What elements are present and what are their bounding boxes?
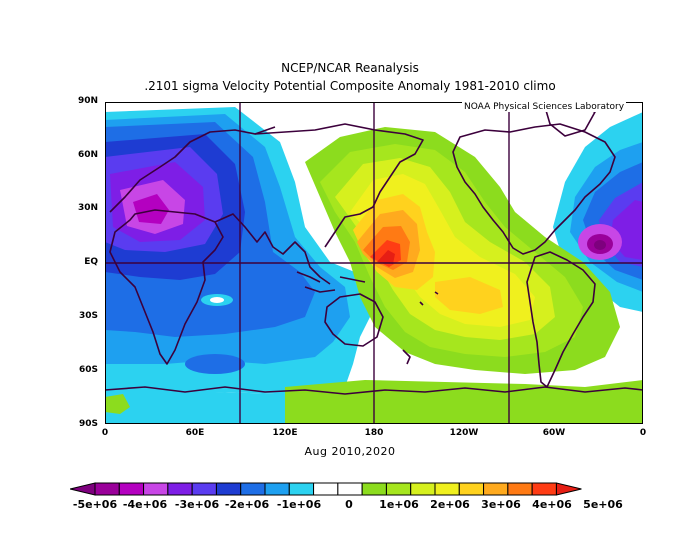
colorbar-swatch — [434, 482, 460, 496]
lat-label-60s: 60S — [78, 365, 98, 375]
chart-subtitle: .2101 sigma Velocity Potential Composite… — [144, 79, 556, 93]
colorbar-swatch — [483, 482, 509, 496]
colorbar-swatch — [264, 482, 290, 496]
lat-label-60n: 60N — [77, 150, 98, 160]
southern-positive-patch — [105, 394, 130, 414]
colorbar-label: 5e+06 — [583, 498, 623, 511]
colorbar-swatch — [361, 482, 387, 496]
lon-label-60w: 60W — [542, 428, 566, 438]
lat-label-eq: EQ — [84, 257, 98, 267]
negative-anomaly-region — [105, 107, 375, 395]
colorbar-swatch — [191, 482, 217, 496]
colorbar-swatch — [94, 482, 120, 496]
map-panel — [105, 102, 643, 424]
colorbar-swatch — [337, 482, 363, 496]
colorbar-label: 4e+06 — [532, 498, 572, 511]
colorbar-swatch — [555, 482, 582, 496]
chart-title: NCEP/NCAR Reanalysis — [281, 61, 419, 75]
lon-label-120e: 120E — [272, 428, 298, 438]
colorbar-swatch — [240, 482, 266, 496]
lon-label-120w: 120W — [449, 428, 479, 438]
colorbar-label: -3e+06 — [174, 498, 220, 511]
lon-label-180: 180 — [364, 428, 384, 438]
credit-label: NOAA Physical Sciences Laboratory — [462, 102, 627, 112]
colorbar-swatch — [458, 482, 485, 496]
colorbar-label: -1e+06 — [276, 498, 322, 511]
grid-lines — [105, 102, 643, 424]
colorbar-swatch — [215, 482, 242, 496]
lat-label-90s: 90S — [78, 419, 98, 429]
colorbar-swatch — [70, 482, 96, 496]
lon-label-60e: 60E — [185, 428, 205, 438]
colorbar-swatch — [507, 482, 533, 496]
colorbar-label: 0 — [345, 498, 353, 511]
lat-label-30n: 30N — [77, 203, 98, 213]
lon-label-0: 0 — [101, 428, 109, 438]
colorbar-label: -4e+06 — [122, 498, 168, 511]
colorbar — [70, 482, 582, 496]
colorbar-swatch — [167, 482, 193, 496]
velocity-potential-map — [105, 102, 643, 424]
lat-label-30s: 30S — [78, 311, 98, 321]
colorbar-label: 1e+06 — [379, 498, 419, 511]
map-frame — [105, 102, 643, 424]
colorbar-label: 3e+06 — [481, 498, 521, 511]
lat-label-90n: 90N — [77, 96, 98, 106]
positive-anomaly-region — [285, 127, 643, 424]
colorbar-label: 2e+06 — [430, 498, 470, 511]
colorbar-label: -2e+06 — [224, 498, 270, 511]
colorbar-swatch — [531, 482, 557, 496]
period-label: Aug 2010,2020 — [304, 445, 396, 458]
colorbar-swatch — [385, 482, 412, 496]
colorbar-swatch — [288, 482, 315, 496]
colorbar-swatch — [410, 482, 436, 496]
colorbar-label: -5e+06 — [72, 498, 118, 511]
colorbar-swatch — [118, 482, 145, 496]
coastlines — [105, 104, 643, 395]
colorbar-swatch — [313, 482, 339, 496]
lon-label-0-east: 0 — [639, 428, 647, 438]
colorbar-swatch — [143, 482, 169, 496]
